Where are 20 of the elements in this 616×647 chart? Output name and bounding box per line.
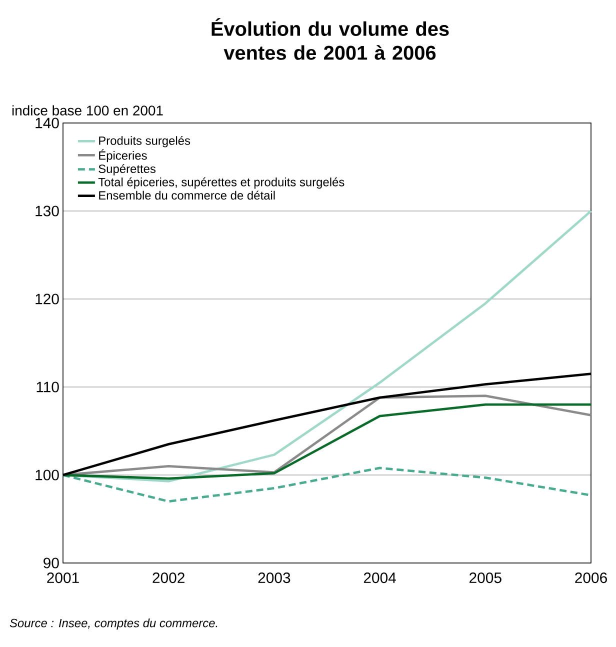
y-tick-label: 100 [36,470,59,480]
legend-label: Ensemble du commerce de détail [99,190,275,200]
y-tick-label: 90 [44,558,59,568]
y-tick-label: 140 [36,118,59,128]
y-tick-label: 130 [36,206,59,216]
legend-label: Total épiceries, supérettes et produits surgelés [98,177,344,189]
legend-label: Produits surgelés [99,136,190,148]
source-note: Source : Insee, comptes du commerce. [10,618,218,630]
x-tick-label: 2004 [364,572,396,584]
x-tick-label: 2003 [258,572,290,584]
y-tick-label: 120 [36,294,59,304]
x-tick-label: 2001 [47,572,79,584]
y-axis-title: indice base 100 en 2001 [12,105,163,116]
x-tick-label: 2002 [152,572,184,584]
x-tick-label: 2006 [575,572,607,584]
chart-title: Évolution du volume des ventes de 2001 à 2006 [212,18,449,60]
legend-label: Supérettes [98,164,156,176]
legend-label: Épiceries [99,149,147,162]
x-tick-label: 2005 [470,572,502,584]
y-tick-label: 110 [36,382,59,392]
